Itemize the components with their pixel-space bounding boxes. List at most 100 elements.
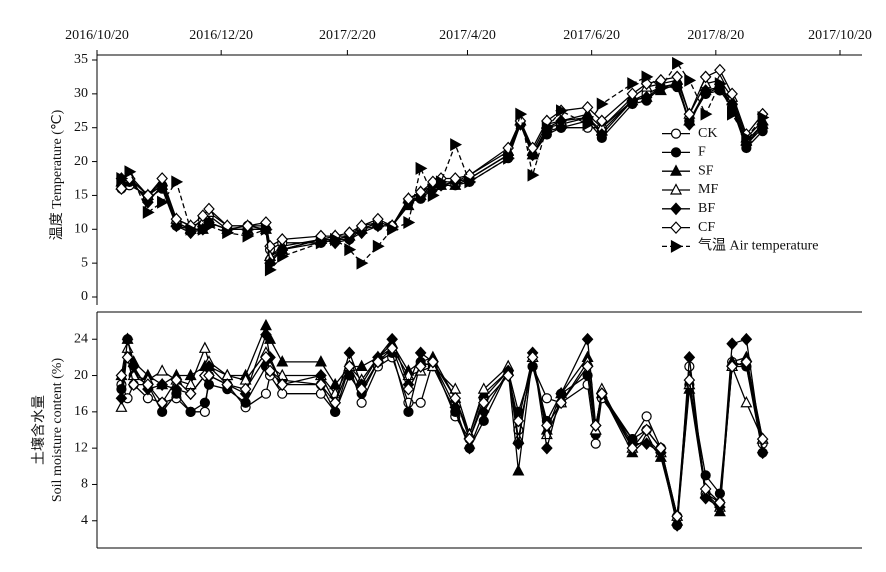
y-tick-label: 5 xyxy=(81,255,88,270)
marker xyxy=(512,414,525,428)
legend-marker xyxy=(670,221,682,234)
marker xyxy=(277,249,289,263)
marker xyxy=(156,378,168,392)
y-tick-label: 20 xyxy=(74,368,88,383)
marker xyxy=(502,369,515,382)
marker xyxy=(449,172,462,185)
marker xyxy=(203,219,216,233)
marker xyxy=(581,101,594,114)
marker xyxy=(626,94,639,108)
series-line xyxy=(120,69,764,248)
marker xyxy=(683,117,696,131)
marker xyxy=(372,239,385,253)
marker xyxy=(170,382,183,396)
y-tick-label: 4 xyxy=(81,513,88,528)
marker xyxy=(427,355,439,369)
marker xyxy=(264,364,276,378)
marker xyxy=(127,378,140,392)
marker xyxy=(526,141,539,155)
marker xyxy=(356,397,367,408)
marker xyxy=(714,77,727,91)
marker xyxy=(260,328,272,342)
marker xyxy=(242,229,255,243)
y-tick-label: 35 xyxy=(74,52,88,67)
marker xyxy=(115,400,128,412)
marker xyxy=(276,355,289,367)
x-tick-label: 2017/10/20 xyxy=(808,28,872,43)
marker xyxy=(503,151,515,165)
y-tick-label: 12 xyxy=(74,440,88,455)
marker xyxy=(555,114,567,128)
marker xyxy=(402,192,415,206)
marker xyxy=(142,189,154,202)
series-line xyxy=(120,79,764,258)
marker xyxy=(403,215,416,230)
series-line xyxy=(120,339,764,526)
marker xyxy=(184,387,197,401)
marker xyxy=(315,378,327,392)
series-line xyxy=(120,332,764,526)
y-tick-label: 16 xyxy=(74,404,88,419)
marker xyxy=(464,175,477,189)
marker xyxy=(264,263,277,277)
marker xyxy=(450,138,463,152)
legend-marker xyxy=(670,183,682,195)
series-line xyxy=(121,82,764,251)
marker xyxy=(387,222,399,236)
marker xyxy=(170,212,183,226)
marker xyxy=(329,396,341,410)
marker xyxy=(590,438,601,449)
marker xyxy=(260,222,273,236)
marker xyxy=(355,219,368,233)
marker xyxy=(198,341,211,353)
marker xyxy=(343,360,356,373)
marker xyxy=(435,175,448,189)
marker xyxy=(640,90,653,104)
series-line xyxy=(120,82,764,258)
marker xyxy=(541,121,554,135)
marker xyxy=(171,175,184,189)
marker xyxy=(170,373,183,387)
marker xyxy=(372,219,384,233)
marker xyxy=(124,165,137,179)
marker xyxy=(699,491,712,505)
marker xyxy=(596,97,609,111)
marker xyxy=(700,107,713,121)
marker xyxy=(581,360,594,373)
marker xyxy=(203,369,215,382)
y-tick-label: 25 xyxy=(74,120,88,135)
marker xyxy=(699,70,712,84)
marker xyxy=(726,360,738,373)
marker xyxy=(581,332,594,346)
marker xyxy=(555,396,567,410)
y-tick-label: 24 xyxy=(74,331,88,346)
marker xyxy=(699,482,712,496)
marker xyxy=(671,70,683,84)
marker xyxy=(260,350,272,364)
marker xyxy=(740,332,753,346)
y-tick-label: 20 xyxy=(74,154,88,169)
marker xyxy=(627,77,640,91)
marker xyxy=(116,171,129,186)
marker xyxy=(343,226,356,240)
legend-marker xyxy=(670,164,682,176)
marker xyxy=(170,219,183,233)
y-tick-label: 15 xyxy=(74,188,88,203)
marker xyxy=(596,114,608,128)
marker xyxy=(671,509,683,523)
marker xyxy=(596,387,608,401)
marker xyxy=(672,56,684,70)
x-tick-label: 2017/4/20 xyxy=(439,28,496,43)
marker xyxy=(414,346,427,360)
marker xyxy=(582,117,595,131)
y-tick-label: 8 xyxy=(81,477,88,492)
marker xyxy=(199,406,210,417)
marker xyxy=(356,256,369,270)
marker xyxy=(259,318,272,331)
marker xyxy=(726,337,738,351)
marker xyxy=(276,233,289,246)
marker xyxy=(415,161,428,175)
marker xyxy=(556,104,568,118)
legend-label: CK xyxy=(698,126,717,141)
